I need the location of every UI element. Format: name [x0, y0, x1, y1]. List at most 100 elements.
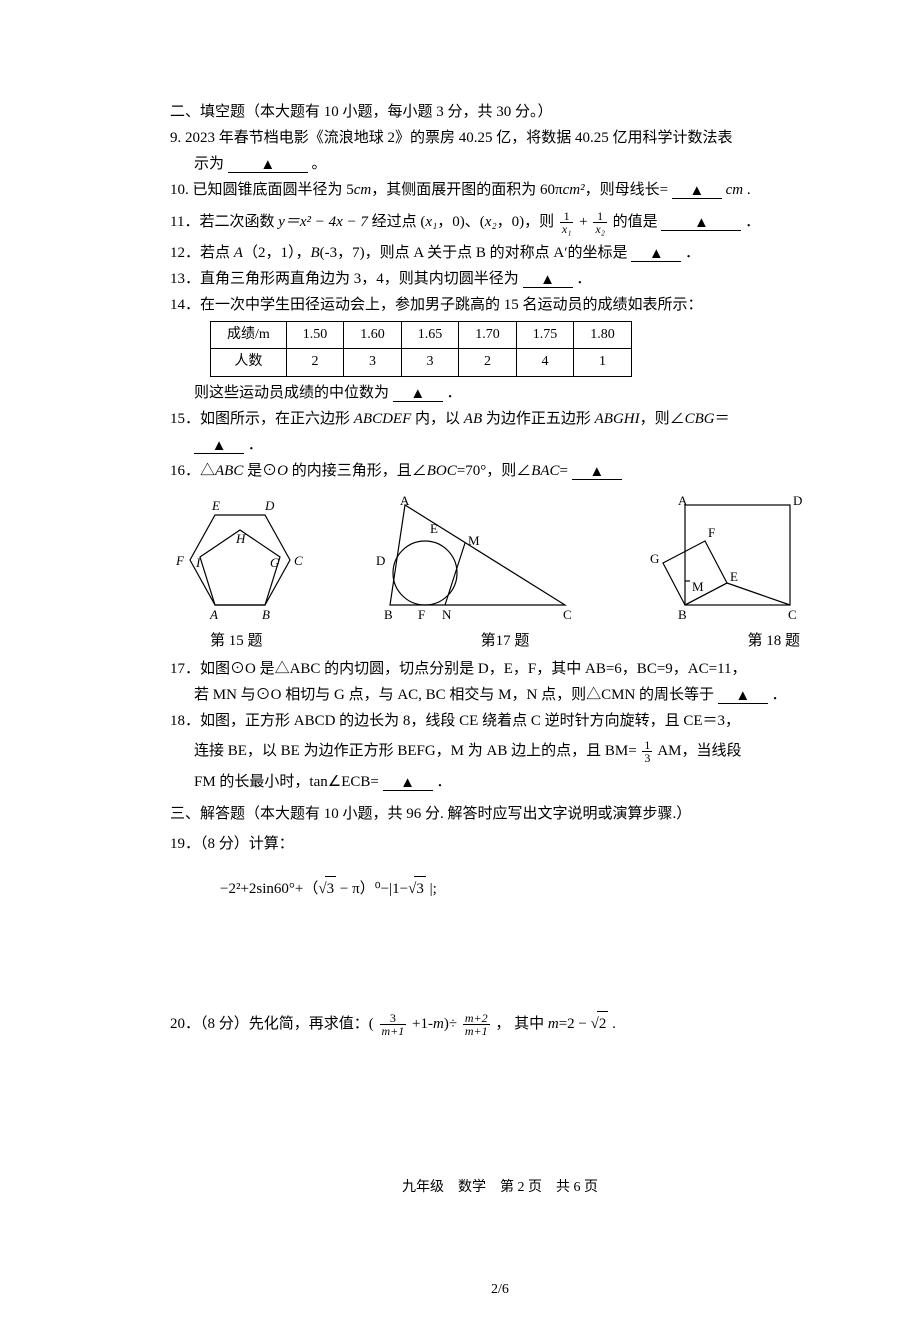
q12-a: 12．若点	[170, 245, 234, 261]
q19-e-b: − π）⁰−|1−	[336, 881, 408, 897]
q10-c: ，则母线长=	[585, 182, 668, 198]
q9: 9. 2023 年春节档电影《流浪地球 2》的票房 40.25 亿，将数据 40…	[170, 126, 830, 150]
section-2-title: 二、填空题（本大题有 10 小题，每小题 3 分，共 30 分。）	[170, 100, 830, 124]
q9-text-b: 示为	[194, 156, 224, 172]
q20-c: )÷	[444, 1016, 457, 1032]
q11-f1d: x₁	[560, 223, 574, 235]
label-F: F	[175, 553, 185, 568]
s-F: F	[708, 525, 715, 540]
q10-cm1: cm	[354, 182, 372, 198]
square-svg: A D F G E M B C	[630, 495, 830, 625]
q14-c: ．	[447, 385, 462, 401]
q11-eq: y＝x² − 4x − 7	[278, 214, 368, 230]
q10-cm2: cm²	[563, 182, 585, 198]
q19-rad1: 3	[325, 876, 337, 901]
q15-e: ＝	[715, 411, 730, 427]
q14-table: 成绩/m 1.50 1.60 1.65 1.70 1.75 1.80 人数 2 …	[210, 321, 632, 377]
figure-18: A D F G E M B C	[630, 495, 830, 625]
q15-f: ．	[248, 437, 263, 453]
q11: 11．若二次函数 y＝x² − 4x − 7 经过点 (x₁，0)、(x₂，0)…	[170, 210, 830, 235]
q16: 16．△ABC 是⊙O 的内接三角形，且∠BOC=70°，则∠BAC= ▲	[170, 459, 830, 483]
incircle-svg: A E M D B F N C	[370, 495, 580, 625]
triangle-icon: ▲	[260, 159, 275, 171]
s-G: G	[650, 551, 659, 566]
q20-b: +1-	[412, 1016, 433, 1032]
q19-a: 19．（8 分）计算：	[170, 836, 294, 852]
q10-b: ，其侧面展开图的面积为 60π	[371, 182, 562, 198]
q17-blank: ▲	[718, 689, 768, 704]
q12-A: A	[234, 245, 243, 261]
triangle-icon: ▲	[212, 440, 227, 452]
q12-blank: ▲	[631, 247, 681, 262]
q15-it4: CBG	[685, 411, 715, 427]
triangle-icon: ▲	[689, 185, 704, 197]
q17: 17．如图⊙O 是△ABC 的内切圆，切点分别是 D，E，F，其中 AB=6，B…	[170, 657, 830, 681]
q16-blank: ▲	[572, 465, 622, 480]
q18-blank: ▲	[383, 776, 433, 791]
q18-b: 连接 BE，以 BE 为边作正方形 BEFG，M 为 AB 边上的点，且 BM=	[194, 743, 637, 759]
q16-a: 16．△	[170, 463, 215, 479]
captions-row: 第 15 题 第17 题 第 18 题	[170, 629, 830, 653]
q14: 14．在一次中学生田径运动会上，参加男子跳高的 15 名运动员的成绩如表所示：	[170, 293, 830, 317]
section-3-title: 三、解答题（本大题有 10 小题，共 96 分. 解答时应写出文字说明或演算步骤…	[170, 802, 830, 826]
q20: 20．（8 分）先化简，再求值：( 3m+1 +1-m)÷ m+2m+1 ， 其…	[170, 1011, 830, 1037]
th-1: 1.50	[286, 322, 344, 349]
td-0: 人数	[211, 349, 287, 376]
q18-frac: 13	[642, 739, 652, 764]
q19-e-c: |;	[426, 881, 437, 897]
th-3: 1.65	[401, 322, 459, 349]
q13: 13．直角三角形两直角边为 3，4，则其内切圆半径为 ▲ ．	[170, 267, 830, 291]
label-C: C	[294, 553, 303, 568]
q18-d: FM 的长最小时，tan∠ECB=	[194, 774, 379, 790]
l-D: D	[376, 553, 385, 568]
triangle-icon: ▲	[410, 388, 425, 400]
q20-f: .	[608, 1016, 616, 1032]
table-row: 人数 2 3 3 2 4 1	[211, 349, 632, 376]
q15-a: 15．如图所示，在正六边形	[170, 411, 354, 427]
q14-b: 则这些运动员成绩的中位数为 ▲ ．	[170, 381, 830, 405]
q11-x1: x₁	[425, 214, 437, 230]
label-B: B	[262, 607, 270, 622]
q9-blank: ▲	[228, 158, 308, 173]
q11-c: ，0)、(	[437, 214, 485, 230]
q20-f2d: m+1	[463, 1025, 490, 1037]
q20-d: ， 其中	[495, 1016, 548, 1032]
q16-c: 的内接三角形，且∠	[288, 463, 427, 479]
q14-text-b: 则这些运动员成绩的中位数为	[194, 385, 389, 401]
page-footer: 九年级 数学 第 2 页 共 6 页	[170, 1177, 830, 1199]
hexagon-svg: E D H F I G C A B	[170, 495, 320, 625]
label-A: A	[209, 607, 218, 622]
q19-rad2: 3	[414, 876, 426, 901]
q16-b: 是⊙	[243, 463, 277, 479]
s-B: B	[678, 607, 687, 622]
q10-cm3: cm	[726, 182, 744, 198]
q15-b: 内，以	[411, 411, 464, 427]
q15-d: ，则∠	[640, 411, 685, 427]
q11-a: 11．若二次函数	[170, 214, 278, 230]
th-4: 1.70	[459, 322, 517, 349]
q16-it1: ABC	[215, 463, 243, 479]
th-0: 成绩/m	[211, 322, 287, 349]
q18: 18．如图，正方形 ABCD 的边长为 8，线段 CE 绕着点 C 逆时针方向旋…	[170, 709, 830, 733]
q9-text-c: 。	[312, 156, 327, 172]
label-I: I	[195, 555, 201, 570]
q16-it4: BAC	[531, 463, 559, 479]
triangle-icon: ▲	[649, 248, 664, 260]
q16-e: =	[560, 463, 568, 479]
q11-f2d: x₂	[593, 223, 607, 235]
label-D: D	[264, 498, 275, 513]
q20-m: m	[433, 1016, 444, 1032]
triangle-icon: ▲	[540, 274, 555, 286]
q15: 15．如图所示，在正六边形 ABCDEF 内，以 AB 为边作正五边形 ABGH…	[170, 407, 830, 431]
q11-x2: x₂	[485, 214, 497, 230]
l-M: M	[468, 533, 480, 548]
q18-f1d: 3	[642, 752, 652, 764]
q19-e-a: −2²+2sin60°+（	[220, 881, 318, 897]
q15-it2: AB	[464, 411, 482, 427]
caption-17: 第17 题	[481, 629, 530, 653]
q13-a: 13．直角三角形两直角边为 3，4，则其内切圆半径为	[170, 271, 519, 287]
label-G: G	[270, 555, 280, 570]
q20-a: 20．（8 分）先化简，再求值：(	[170, 1016, 374, 1032]
l-C: C	[563, 607, 572, 622]
triangle-icon: ▲	[735, 690, 750, 702]
